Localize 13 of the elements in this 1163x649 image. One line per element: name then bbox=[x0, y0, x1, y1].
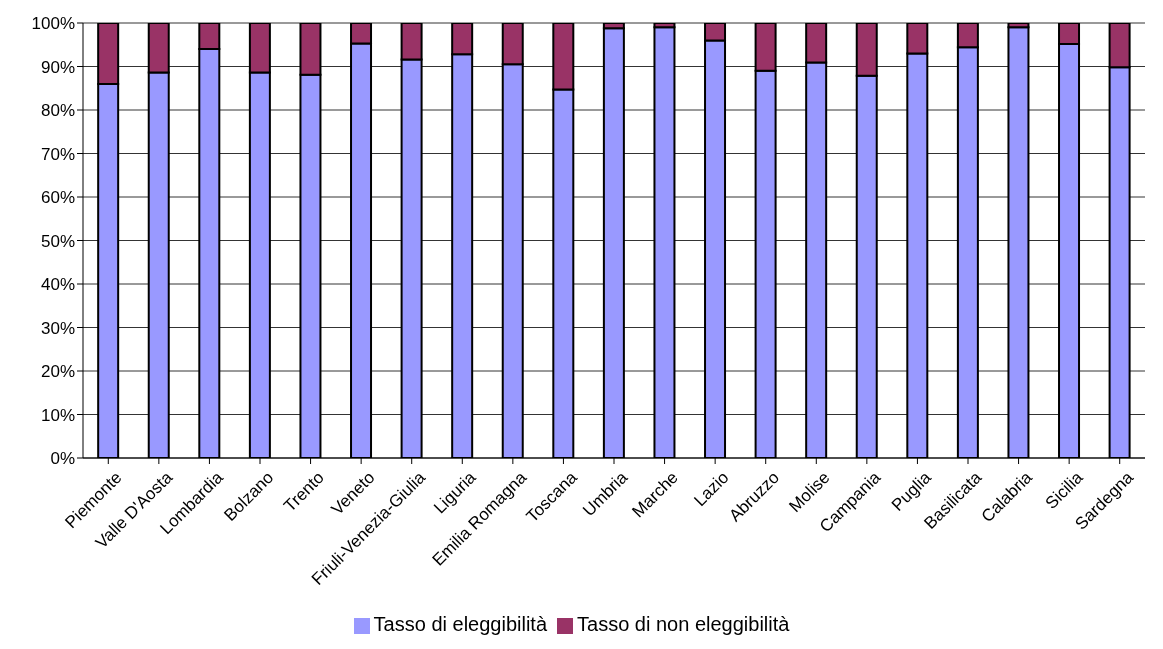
y-tick-label: 100% bbox=[31, 14, 75, 34]
y-tick-label: 90% bbox=[40, 57, 75, 77]
y-tick-label: 20% bbox=[40, 362, 75, 382]
y-tick-label: 0% bbox=[50, 449, 75, 469]
y-tick-label: 40% bbox=[40, 275, 75, 295]
y-tick-label: 50% bbox=[40, 231, 75, 251]
legend-label: Tasso di non eleggibilità bbox=[577, 613, 790, 635]
y-tick-label: 30% bbox=[40, 318, 75, 338]
y-tick-label: 60% bbox=[40, 188, 75, 208]
legend-label: Tasso di eleggibilità bbox=[373, 613, 548, 635]
y-tick-label: 10% bbox=[40, 405, 75, 425]
y-tick-label: 70% bbox=[40, 144, 75, 164]
y-tick-label: 80% bbox=[40, 101, 75, 121]
